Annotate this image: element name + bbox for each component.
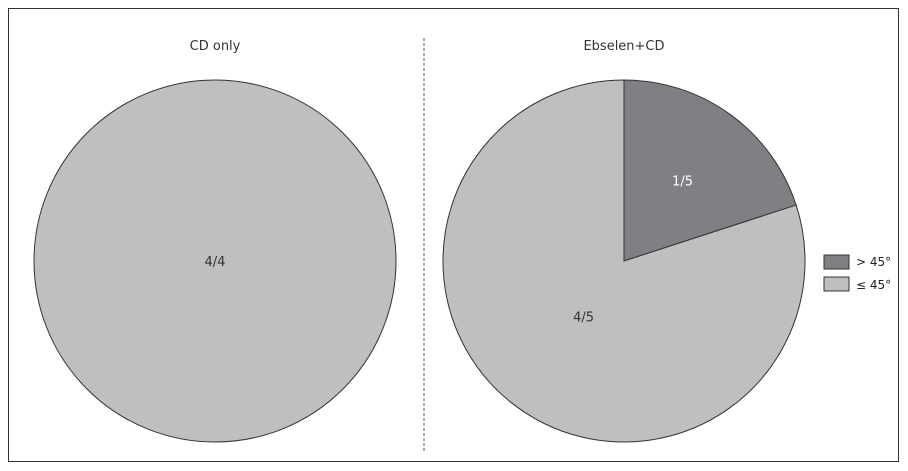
slice-label: 1/5 bbox=[672, 174, 693, 189]
legend-swatch-le45 bbox=[823, 276, 850, 292]
pie-slice bbox=[33, 79, 397, 443]
pie-ebselen-cd: 1/5 4/5 bbox=[442, 79, 806, 443]
pie-slice bbox=[623, 79, 797, 262]
legend-label-gt45: > 45° bbox=[856, 255, 891, 269]
pie-cd-only: 4/4 bbox=[33, 79, 397, 443]
legend-label-le45: ≤ 45° bbox=[856, 278, 891, 292]
legend: > 45° ≤ 45° bbox=[823, 254, 891, 292]
chart-title-cd-only: CD only bbox=[190, 39, 241, 54]
legend-swatch-gt45 bbox=[823, 254, 850, 270]
slice-label: 4/4 bbox=[205, 255, 226, 270]
chart-title-ebselen-cd: Ebselen+CD bbox=[583, 39, 664, 54]
slice-label: 4/5 bbox=[573, 311, 594, 326]
pie-slice bbox=[442, 79, 806, 443]
